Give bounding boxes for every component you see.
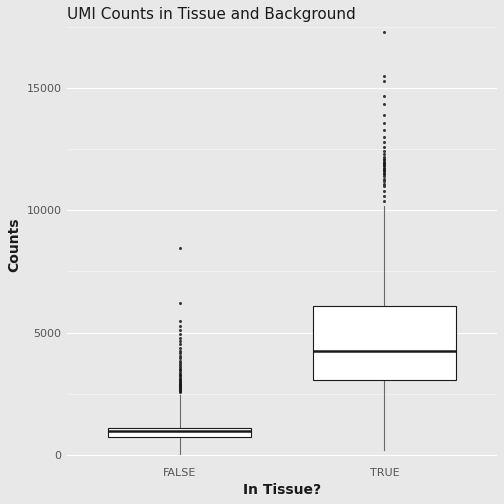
Y-axis label: Counts: Counts — [7, 217, 21, 272]
Bar — [313, 305, 456, 380]
Text: UMI Counts in Tissue and Background: UMI Counts in Tissue and Background — [67, 7, 356, 22]
X-axis label: In Tissue?: In Tissue? — [243, 483, 321, 497]
Bar — [108, 428, 251, 437]
